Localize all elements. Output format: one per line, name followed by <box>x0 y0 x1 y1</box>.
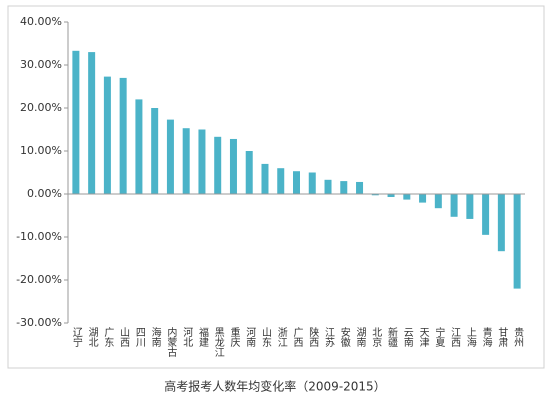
x-tick-label: 河南 <box>244 327 256 347</box>
x-tick-label: 广东 <box>102 327 114 347</box>
chart-border <box>7 5 545 369</box>
x-tick-label: 四川 <box>133 327 145 347</box>
bar <box>482 194 490 235</box>
x-tick-label: 陕西 <box>307 326 319 347</box>
bar <box>497 194 505 252</box>
bar <box>88 52 96 194</box>
bar <box>308 172 316 194</box>
bar <box>103 76 111 194</box>
bar <box>371 194 379 196</box>
bar <box>135 99 143 194</box>
x-tick-label: 浙江 <box>275 327 287 347</box>
bar <box>324 179 332 194</box>
bar <box>229 138 237 194</box>
x-tick-label: 福建 <box>196 326 208 347</box>
bar <box>72 50 80 195</box>
y-tick-label: 40.00% <box>20 15 62 28</box>
bar <box>261 163 269 194</box>
chart-title: 高考报考人数年均变化率（2009-2015） <box>164 379 385 394</box>
x-tick-label: 江苏 <box>323 327 335 348</box>
x-tick-label: 辽宁 <box>70 327 82 347</box>
bar <box>245 151 253 194</box>
x-tick-label: 黑龙江 <box>212 327 224 357</box>
x-tick-label: 山西 <box>118 327 130 347</box>
x-tick-label: 江西 <box>449 327 461 347</box>
y-tick-label: 0.00% <box>27 187 62 200</box>
bar <box>198 129 206 194</box>
x-tick-label: 湖北 <box>86 327 98 347</box>
x-tick-label: 宁夏 <box>433 326 445 347</box>
x-tick-label: 湖南 <box>354 327 366 347</box>
x-tick-label: 云南 <box>401 327 413 347</box>
bar <box>387 194 395 198</box>
x-tick-label: 上海 <box>464 327 476 348</box>
y-tick-label: 20.00% <box>20 101 62 114</box>
bar <box>450 194 458 217</box>
x-tick-label: 北京 <box>370 327 382 348</box>
x-tick-label: 重庆 <box>228 326 240 348</box>
bar <box>513 194 521 289</box>
bar <box>214 136 222 194</box>
bar <box>151 108 159 194</box>
x-tick-label: 甘肃 <box>496 326 508 348</box>
y-tick-label: -20.00% <box>16 273 62 286</box>
x-tick-label: 天津 <box>417 327 429 348</box>
bar <box>277 168 285 194</box>
bar <box>356 181 364 194</box>
bar <box>403 194 411 200</box>
x-tick-label: 新疆 <box>386 326 398 348</box>
x-tick-label: 安徽 <box>338 326 350 348</box>
x-tick-label: 海南 <box>149 326 161 347</box>
x-tick-label: 青海 <box>480 326 492 348</box>
x-tick-label: 河北 <box>181 327 193 347</box>
bar <box>182 128 190 194</box>
bar <box>340 181 348 194</box>
bar <box>466 194 474 219</box>
bar <box>434 194 442 209</box>
y-tick-label: -30.00% <box>16 316 62 329</box>
bar <box>293 171 300 194</box>
x-tick-label: 广西 <box>291 327 303 347</box>
x-tick-label: 山东 <box>259 327 271 347</box>
bar <box>419 194 427 203</box>
x-tick-label: 内蒙古 <box>165 326 177 358</box>
y-tick-label: 30.00% <box>20 58 62 71</box>
x-tick-label: 贵州 <box>512 326 524 347</box>
bar <box>166 119 174 194</box>
bar <box>119 77 127 194</box>
y-tick-label: 10.00% <box>20 144 62 157</box>
y-tick-label: -10.00% <box>16 230 62 243</box>
